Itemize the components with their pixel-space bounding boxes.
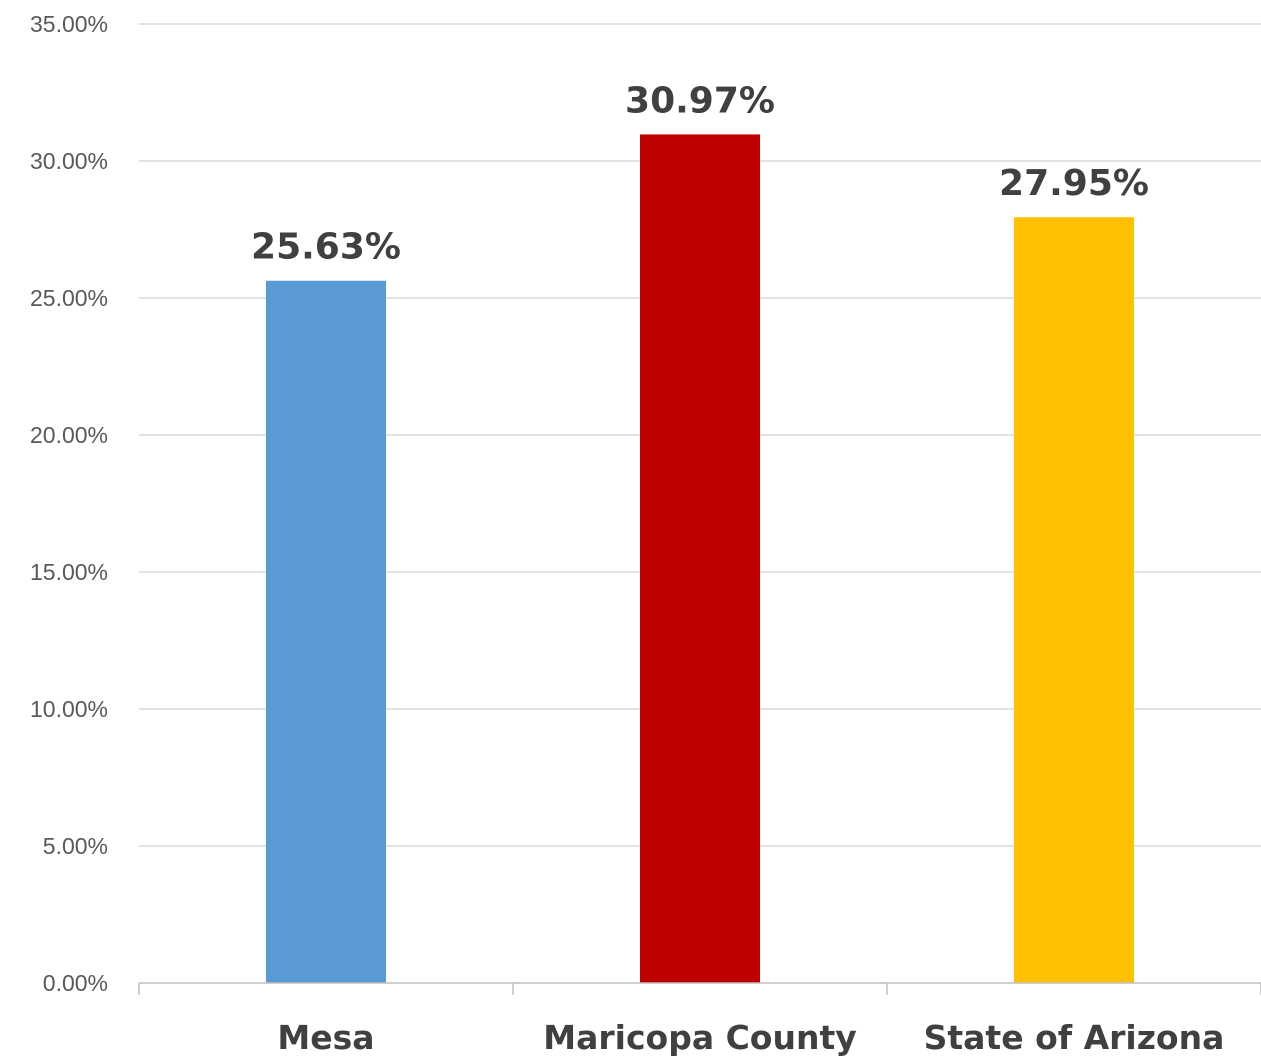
y-tick-label: 20.00% [30, 422, 108, 448]
bars [266, 134, 1134, 984]
data-label: 27.95% [999, 163, 1149, 204]
category-label: State of Arizona [924, 1018, 1225, 1057]
x-axis-ticks [138, 983, 1261, 995]
bar-state-of-arizona [1014, 217, 1134, 984]
y-tick-label: 10.00% [30, 696, 108, 722]
y-tick-label: 30.00% [30, 148, 108, 174]
category-label: Maricopa County [543, 1018, 856, 1057]
data-label: 30.97% [625, 80, 775, 121]
y-tick-label: 35.00% [30, 11, 108, 37]
bar-mesa [266, 280, 386, 983]
y-tick-label: 0.00% [43, 970, 108, 996]
category-labels: Mesa Maricopa County State of Arizona [277, 1018, 1224, 1057]
data-label: 25.63% [251, 227, 401, 268]
y-axis-tick-labels: 0.00% 5.00% 10.00% 15.00% 20.00% 25.00% 30.00%… [30, 11, 108, 996]
category-label: Mesa [277, 1018, 374, 1057]
bar-maricopa-county [640, 134, 760, 983]
y-tick-label: 15.00% [30, 559, 108, 585]
y-tick-label: 25.00% [30, 285, 108, 311]
data-labels: 25.63% 30.97% 27.95% [251, 80, 1149, 267]
y-tick-label: 5.00% [43, 833, 108, 859]
